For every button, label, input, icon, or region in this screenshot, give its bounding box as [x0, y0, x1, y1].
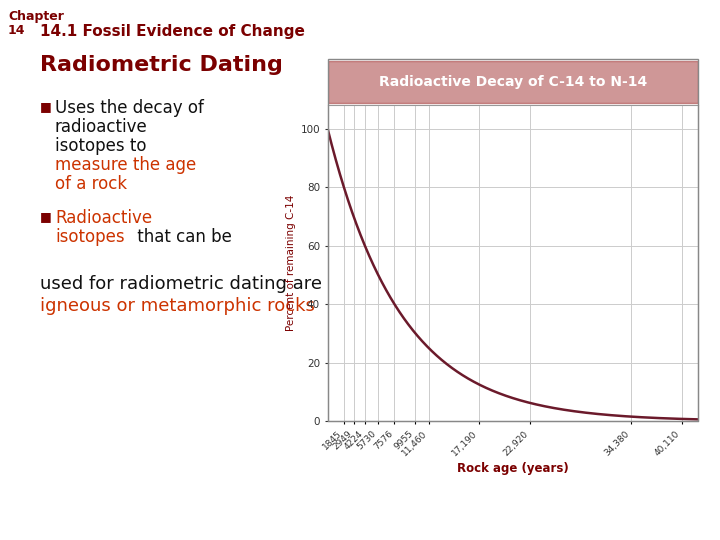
- Text: Radioactive Decay of C-14 to N-14: Radioactive Decay of C-14 to N-14: [379, 76, 647, 89]
- Text: 14.1 Fossil Evidence of Change: 14.1 Fossil Evidence of Change: [40, 24, 305, 39]
- Y-axis label: Percent of remaining C-14: Percent of remaining C-14: [286, 195, 296, 332]
- Text: ■: ■: [40, 210, 52, 223]
- Text: isotopes to: isotopes to: [55, 137, 146, 155]
- Text: Uses the decay of: Uses the decay of: [55, 99, 204, 117]
- Text: .: .: [368, 297, 374, 315]
- Text: igneous or metamorphic rocks: igneous or metamorphic rocks: [40, 297, 315, 315]
- Text: Radioactive: Radioactive: [55, 209, 152, 227]
- Text: measure the age: measure the age: [55, 156, 197, 174]
- Text: ■: ■: [40, 100, 52, 113]
- Text: Radiometric Dating: Radiometric Dating: [40, 55, 283, 75]
- Text: 14: 14: [8, 24, 25, 37]
- Text: isotopes: isotopes: [55, 228, 125, 246]
- Text: radioactive: radioactive: [55, 118, 148, 136]
- Text: used for radiometric dating are found only in: used for radiometric dating are found on…: [40, 275, 445, 293]
- Text: Chapter: Chapter: [8, 10, 64, 23]
- X-axis label: Rock age (years): Rock age (years): [457, 462, 569, 475]
- Text: that can be: that can be: [132, 228, 232, 246]
- Text: of a rock: of a rock: [55, 175, 127, 193]
